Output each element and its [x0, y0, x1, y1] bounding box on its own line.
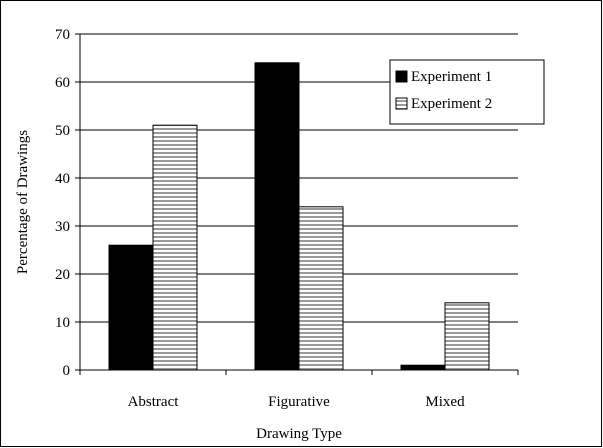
y-tick-label: 50 [55, 123, 70, 139]
y-tick-label: 70 [55, 27, 70, 43]
legend-box [389, 59, 545, 125]
x-tick-label: Figurative [268, 394, 330, 410]
y-tick-label: 0 [63, 363, 71, 379]
y-ticks: 0 10 20 30 40 50 60 70 [55, 27, 80, 379]
y-tick-label: 60 [55, 75, 70, 91]
y-axis-title: Percentage of Drawings [15, 130, 31, 274]
y-tick-label: 30 [55, 219, 70, 235]
bar-experiment-2-figurative [298, 206, 344, 371]
x-tick-label: Mixed [425, 394, 465, 410]
legend-label-experiment-2: Experiment 2 [411, 96, 492, 112]
legend-label-experiment-1: Experiment 1 [411, 69, 492, 85]
y-tick-label: 20 [55, 267, 70, 283]
x-axis-title: Drawing Type [256, 426, 342, 442]
bars [108, 62, 490, 371]
x-ticks [79, 370, 519, 375]
y-tick-label: 10 [55, 315, 70, 331]
bar-experiment-1-figurative [254, 62, 300, 371]
legend-swatch-experiment-1 [395, 70, 408, 83]
legend: Experiment 1 Experiment 2 [389, 59, 545, 125]
y-tick-label: 40 [55, 171, 70, 187]
legend-swatch-experiment-2 [395, 97, 408, 110]
bar-experiment-2-mixed [444, 302, 490, 371]
x-tick-label: Abstract [128, 394, 180, 410]
bar-experiment-1-mixed [400, 364, 446, 371]
bar-experiment-1-abstract [108, 244, 154, 371]
bar-experiment-2-abstract [152, 124, 198, 371]
x-tick-labels: Abstract Figurative Mixed [128, 394, 465, 410]
